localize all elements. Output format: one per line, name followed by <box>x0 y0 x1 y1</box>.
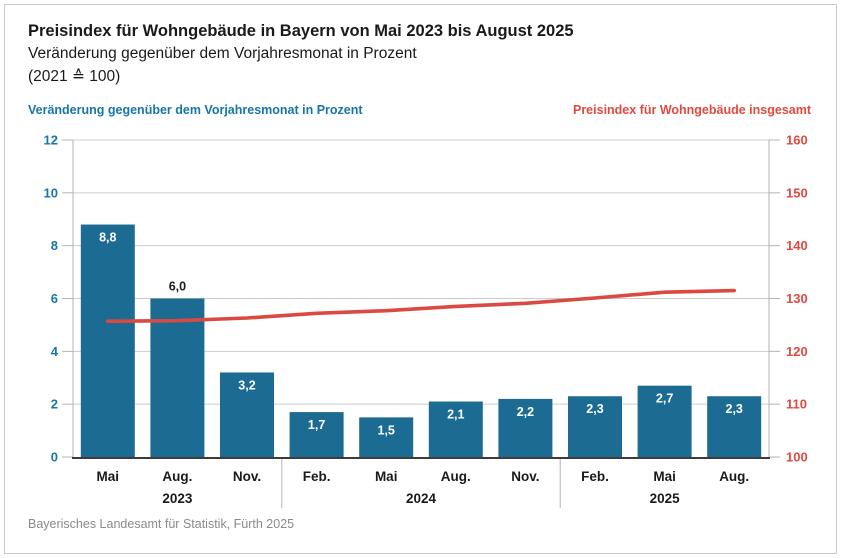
month-label: Feb. <box>581 469 609 484</box>
month-label: Aug. <box>162 469 192 484</box>
year-label: 2024 <box>406 491 437 506</box>
left-axis-label: 4 <box>51 344 59 359</box>
left-axis-legend: Veränderung gegenüber dem Vorjahresmonat… <box>28 103 363 117</box>
right-axis-label: 140 <box>786 238 808 253</box>
bar <box>289 412 344 458</box>
chart-title: Preisindex für Wohngebäude in Bayern von… <box>28 22 574 40</box>
right-axis-label: 100 <box>786 450 808 465</box>
bar <box>220 372 274 458</box>
bar-value-label: 2,1 <box>447 408 464 422</box>
bar-value-label: 2,3 <box>586 402 603 416</box>
month-label: Mai <box>653 469 676 484</box>
month-label: Aug. <box>441 469 471 484</box>
right-axis-label: 130 <box>786 291 808 306</box>
chart-subtitle: Veränderung gegenüber dem Vorjahresmonat… <box>28 45 417 62</box>
right-axis-label: 160 <box>786 133 808 148</box>
bar <box>359 417 414 458</box>
bar-value-label: 2,3 <box>726 402 743 416</box>
chart-base-note: (2021 ≙ 100) <box>28 68 121 85</box>
left-axis-label: 6 <box>51 291 58 306</box>
right-axis-legend: Preisindex für Wohngebäude insgesamt <box>572 103 811 117</box>
bar-value-label: 2,7 <box>656 392 673 406</box>
right-axis-label: 110 <box>786 397 807 412</box>
month-label: Mai <box>375 469 398 484</box>
month-label: Mai <box>97 469 120 484</box>
bar-value-label: 3,2 <box>238 378 255 392</box>
bar-value-label: 8,8 <box>99 231 116 245</box>
left-axis-label: 10 <box>44 185 58 200</box>
bar <box>80 224 135 458</box>
right-axis-label: 150 <box>786 185 808 200</box>
month-label: Aug. <box>719 469 749 484</box>
year-label: 2023 <box>162 491 193 506</box>
source-note: Bayerisches Landesamt für Statistik, Für… <box>28 517 295 531</box>
bar <box>637 385 692 458</box>
right-axis-label: 120 <box>786 344 808 359</box>
bar-value-label: 1,7 <box>308 418 325 432</box>
left-axis-label: 8 <box>51 238 58 253</box>
year-label: 2025 <box>650 491 681 506</box>
bar-value-label: 6,0 <box>169 280 186 294</box>
bar <box>568 396 622 458</box>
bar <box>707 396 762 458</box>
bar <box>498 398 553 458</box>
bar-value-label: 2,2 <box>517 405 534 419</box>
bar <box>150 298 205 458</box>
left-axis-label: 12 <box>44 133 58 148</box>
index-line <box>106 288 737 324</box>
month-label: Feb. <box>303 469 331 484</box>
left-axis-label: 2 <box>51 397 58 412</box>
bar <box>428 401 483 458</box>
month-label: Nov. <box>233 469 261 484</box>
left-axis-label: 0 <box>51 450 58 465</box>
bar-value-label: 1,5 <box>378 423 395 437</box>
month-label: Nov. <box>511 469 539 484</box>
